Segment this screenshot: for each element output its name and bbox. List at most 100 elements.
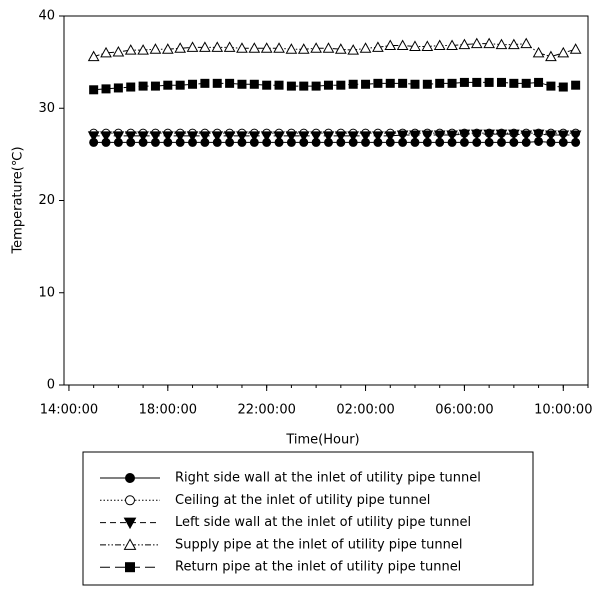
legend-marker	[125, 495, 135, 506]
marker	[484, 77, 494, 87]
marker	[348, 79, 358, 89]
marker	[545, 130, 557, 142]
marker	[410, 79, 420, 89]
marker	[483, 37, 495, 49]
series-line	[93, 43, 576, 58]
marker	[422, 79, 432, 89]
marker	[433, 130, 446, 142]
marker	[223, 41, 236, 52]
marker	[174, 131, 187, 142]
y-axis-label: Temperature(℃)	[11, 146, 26, 254]
marker	[163, 80, 173, 90]
marker	[532, 46, 545, 58]
marker	[396, 130, 409, 142]
marker	[186, 131, 199, 142]
y-tick-label: 40	[38, 9, 55, 24]
legend-label: Return pipe at the inlet of utility pipe…	[175, 560, 461, 575]
marker	[297, 131, 310, 142]
marker	[470, 129, 483, 141]
marker	[174, 42, 187, 53]
marker	[359, 131, 372, 142]
marker	[558, 82, 568, 92]
marker	[199, 131, 211, 142]
marker	[409, 130, 421, 142]
marker	[557, 130, 570, 142]
marker	[175, 80, 185, 90]
marker	[447, 78, 457, 88]
marker	[520, 130, 533, 142]
x-tick-label: 22:00:00	[237, 403, 295, 418]
y-tick-label: 20	[38, 193, 55, 208]
marker	[211, 41, 224, 52]
plot-frame	[63, 15, 589, 386]
marker	[359, 42, 372, 53]
marker	[409, 40, 421, 51]
marker	[384, 39, 397, 51]
marker	[286, 81, 296, 91]
marker	[137, 131, 149, 142]
marker	[137, 44, 149, 55]
marker	[361, 79, 371, 89]
marker	[435, 78, 445, 88]
marker	[225, 78, 235, 88]
marker	[149, 131, 162, 142]
marker	[520, 37, 533, 49]
marker	[334, 43, 347, 54]
marker	[200, 78, 210, 88]
marker	[347, 131, 360, 142]
marker	[260, 131, 273, 142]
marker	[372, 41, 384, 52]
marker	[534, 77, 544, 87]
marker	[236, 131, 248, 142]
marker	[507, 129, 520, 141]
series-line	[93, 133, 576, 137]
x-tick-label: 14:00:00	[40, 403, 98, 418]
marker	[285, 131, 298, 142]
marker	[248, 42, 261, 53]
marker	[545, 50, 557, 62]
marker	[149, 43, 162, 54]
marker	[311, 81, 321, 91]
marker	[546, 81, 556, 91]
marker	[384, 131, 397, 142]
marker	[334, 131, 347, 142]
x-axis-label: Time(Hour)	[285, 433, 359, 448]
marker	[458, 129, 471, 141]
marker	[285, 43, 298, 54]
marker	[299, 81, 309, 91]
marker	[421, 40, 434, 51]
marker	[323, 80, 333, 90]
marker	[211, 131, 224, 142]
marker	[212, 78, 222, 88]
marker	[186, 41, 199, 52]
marker	[236, 42, 248, 53]
marker	[396, 39, 409, 51]
marker	[569, 130, 582, 142]
marker	[373, 78, 383, 88]
y-tick-label: 10	[38, 285, 55, 300]
marker	[112, 131, 125, 142]
x-tick-label: 10:00:00	[534, 403, 592, 418]
marker	[495, 38, 508, 50]
marker	[124, 131, 137, 142]
marker	[458, 38, 471, 50]
marker	[87, 131, 100, 142]
marker	[89, 85, 99, 95]
marker	[322, 42, 335, 53]
marker	[372, 131, 384, 142]
marker	[421, 130, 434, 142]
marker	[113, 83, 123, 93]
marker	[161, 43, 174, 54]
y-tick-label: 30	[38, 101, 55, 116]
marker	[273, 42, 285, 53]
marker	[100, 131, 112, 142]
marker	[470, 37, 483, 49]
marker	[557, 46, 570, 58]
marker	[521, 78, 531, 88]
legend-label: Right side wall at the inlet of utility …	[175, 471, 481, 486]
marker	[101, 84, 111, 94]
y-tick-label: 0	[47, 378, 55, 393]
marker	[569, 43, 582, 54]
